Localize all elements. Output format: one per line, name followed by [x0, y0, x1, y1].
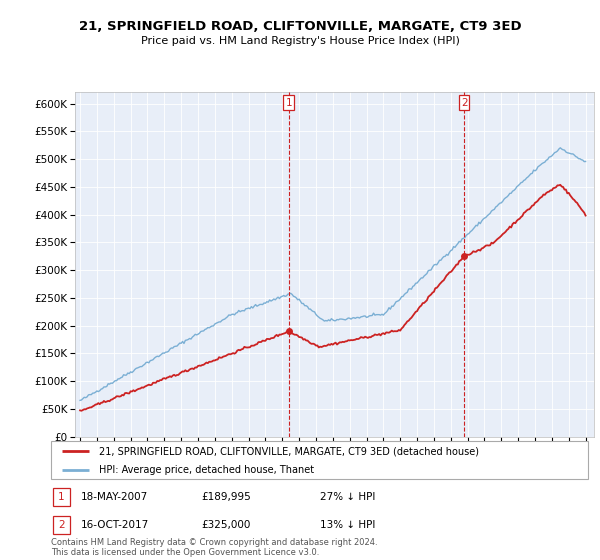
Text: HPI: Average price, detached house, Thanet: HPI: Average price, detached house, Than…	[100, 465, 314, 475]
Text: 2: 2	[58, 520, 65, 530]
Text: 2: 2	[461, 97, 467, 108]
FancyBboxPatch shape	[51, 441, 588, 479]
Text: Price paid vs. HM Land Registry's House Price Index (HPI): Price paid vs. HM Land Registry's House …	[140, 36, 460, 46]
Text: £189,995: £189,995	[202, 492, 251, 502]
Text: 27% ↓ HPI: 27% ↓ HPI	[320, 492, 375, 502]
Text: 13% ↓ HPI: 13% ↓ HPI	[320, 520, 375, 530]
Text: 16-OCT-2017: 16-OCT-2017	[80, 520, 149, 530]
Text: 21, SPRINGFIELD ROAD, CLIFTONVILLE, MARGATE, CT9 3ED (detached house): 21, SPRINGFIELD ROAD, CLIFTONVILLE, MARG…	[100, 446, 479, 456]
FancyBboxPatch shape	[53, 516, 70, 534]
Text: 1: 1	[58, 492, 65, 502]
FancyBboxPatch shape	[53, 488, 70, 506]
Text: £325,000: £325,000	[202, 520, 251, 530]
Text: 21, SPRINGFIELD ROAD, CLIFTONVILLE, MARGATE, CT9 3ED: 21, SPRINGFIELD ROAD, CLIFTONVILLE, MARG…	[79, 20, 521, 32]
Text: 1: 1	[286, 97, 292, 108]
Text: Contains HM Land Registry data © Crown copyright and database right 2024.
This d: Contains HM Land Registry data © Crown c…	[51, 538, 377, 557]
Text: 18-MAY-2007: 18-MAY-2007	[80, 492, 148, 502]
